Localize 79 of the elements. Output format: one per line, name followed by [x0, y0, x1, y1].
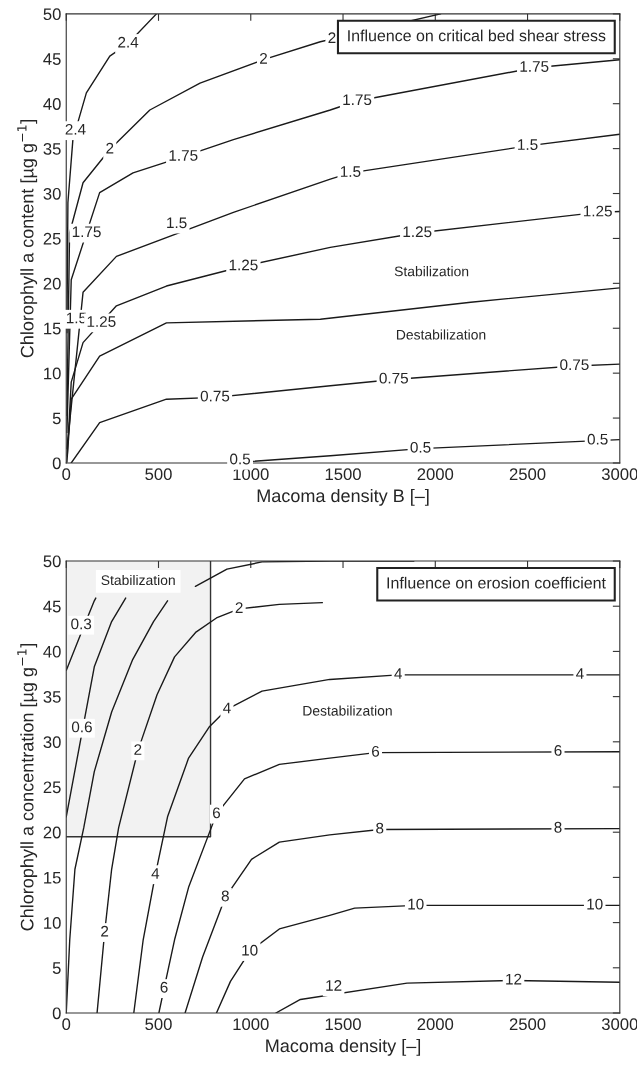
x-tick-label: 2500	[509, 468, 546, 481]
annotation: Stabilization	[101, 574, 175, 586]
y-tick-label: 40	[43, 98, 61, 110]
annotation: 12	[506, 973, 522, 985]
annotation: 10	[587, 898, 603, 910]
annotation: Destabilization	[396, 329, 486, 340]
y-tick-label: 15	[44, 871, 61, 884]
annotation: 4	[576, 668, 584, 679]
annotation: 1.75	[72, 226, 101, 238]
annotation: 8	[554, 821, 562, 833]
annotation: 12	[326, 980, 342, 991]
annotation: 2	[106, 142, 114, 154]
annotation: 2	[328, 32, 336, 43]
x-tick-label: 1000	[233, 468, 269, 481]
y-tick-label: 50	[43, 555, 61, 568]
x-tick-label: 0	[62, 1018, 71, 1031]
y-tick-label: 50	[43, 8, 61, 21]
y-axis-title: Chlorophyll a concentration [µg g$^{−1}$]	[17, 644, 38, 931]
annotation: 2	[260, 52, 267, 64]
annotation: 2	[101, 925, 109, 937]
x-tick-label: 3000	[601, 1018, 637, 1031]
annotation: 0.6	[71, 721, 92, 733]
annotation: 0.5	[587, 433, 608, 445]
annotation: 2.4	[65, 123, 86, 135]
x-tick-label: 0	[62, 468, 71, 481]
y-tick-label: 45	[43, 53, 61, 65]
y-tick-label: 25	[43, 781, 61, 794]
x-tick-label: 500	[145, 1018, 172, 1031]
x-tick-label: 2500	[509, 1018, 546, 1031]
annotation: 4	[223, 702, 231, 714]
annotation: 4	[394, 668, 402, 679]
y-tick-label: 10	[44, 367, 61, 380]
y-tick-label: 0	[52, 457, 61, 470]
y-tick-label: 25	[43, 232, 61, 245]
annotation: 2	[134, 744, 142, 755]
annotation: 6	[372, 745, 380, 757]
annotation: 8	[376, 822, 384, 834]
annotation: 6	[554, 745, 562, 756]
text: Influence on critical bed shear stress	[348, 29, 606, 42]
annotation: 0.3	[71, 618, 92, 630]
y-tick-label: 30	[43, 187, 61, 200]
annotation: Stabilization	[394, 266, 469, 277]
annotation: 1.5	[518, 139, 538, 151]
y-tick-label: 5	[52, 412, 61, 425]
y-tick-label: 5	[52, 962, 61, 974]
x-tick-label: 1500	[325, 468, 361, 481]
y-tick-label: 15	[44, 322, 61, 335]
annotation: 10	[408, 898, 424, 910]
y-tick-label: 35	[43, 691, 61, 703]
annotation: 1.5	[167, 217, 187, 229]
y-tick-label: 20	[43, 826, 61, 839]
y-tick-label: 20	[43, 277, 61, 290]
annotation: 1.5	[340, 166, 361, 177]
annotation: 10	[242, 944, 258, 956]
annotation: 2.4	[118, 36, 139, 48]
x-tick-label: 500	[145, 468, 172, 481]
annotation: 6	[160, 981, 168, 993]
annotation: 4	[151, 868, 160, 879]
x-tick-label: 2000	[417, 468, 454, 481]
x-tick-label: 1500	[325, 1018, 361, 1031]
y-tick-label: 10	[44, 917, 61, 929]
annotation: 1.25	[87, 316, 116, 327]
x-tick-label: 2000	[417, 1018, 454, 1031]
y-tick-label: 35	[43, 143, 61, 155]
y-tick-label: 30	[43, 736, 61, 749]
text: Influence on erosion coefficient	[387, 576, 606, 589]
x-axis-title: Macoma density [–]	[266, 1038, 421, 1056]
annotation: 0.5	[410, 441, 431, 453]
annotation: Destabilization	[303, 705, 392, 716]
x-tick-label: 1000	[233, 1018, 269, 1031]
annotation: 6	[212, 807, 221, 819]
annotation: 0.5	[230, 453, 251, 465]
y-tick-label: 45	[43, 600, 61, 613]
y-tick-label: 40	[43, 645, 61, 658]
x-axis-title: Macoma density B [–]	[257, 488, 429, 506]
y-tick-label: 0	[52, 1007, 61, 1020]
y-axis-title: Chlorophyll a content [µg g$^{−1}$]	[17, 120, 38, 358]
annotation: 2	[235, 602, 243, 613]
x-tick-label: 3000	[601, 468, 637, 481]
